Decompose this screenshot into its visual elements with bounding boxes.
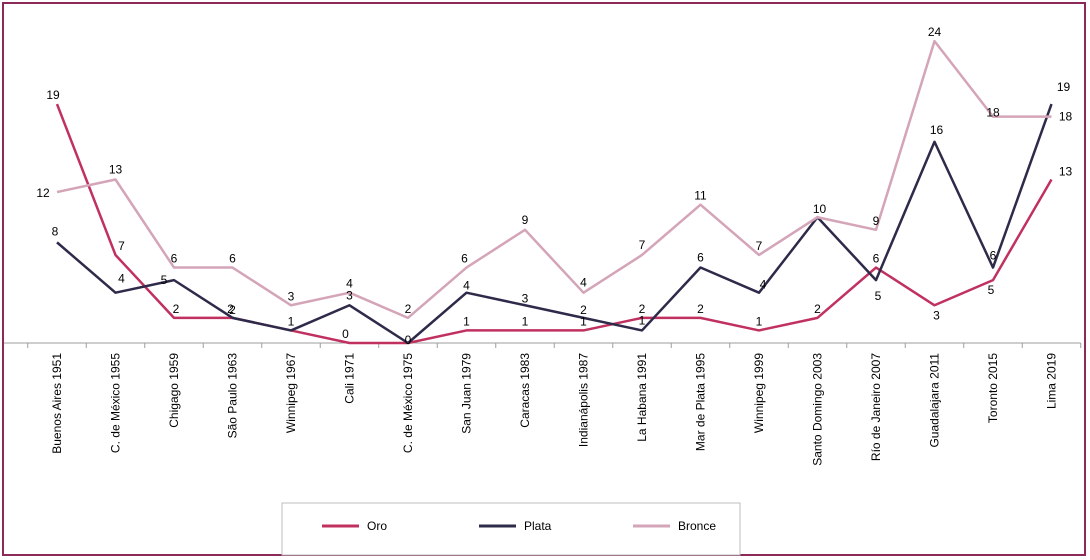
series-line-plata	[56, 103, 1053, 345]
data-label-oro: 7	[118, 239, 125, 253]
series-lines	[55, 39, 1053, 345]
x-tick-label: La Habana 1991	[635, 353, 649, 442]
series-line-bronce	[56, 39, 1052, 320]
data-label-plata: 3	[346, 288, 353, 302]
data-label-plata: 10	[813, 202, 827, 216]
x-tick-label: Caracas 1983	[518, 353, 532, 428]
data-label-bronce: 3	[288, 289, 295, 303]
legend-box	[281, 502, 741, 556]
series-line-oro	[55, 103, 1053, 345]
data-label-oro: 3	[933, 308, 940, 322]
data-label-oro: 1	[463, 314, 470, 328]
data-label-bronce: 12	[36, 186, 50, 200]
data-label-plata: 4	[463, 279, 470, 293]
data-label-bronce: 18	[1059, 110, 1073, 124]
x-tick-label: C. de México 1975	[401, 353, 415, 453]
x-tick-label: Santo Domingo 2003	[811, 353, 825, 466]
data-label-bronce: 4	[346, 277, 353, 291]
data-label-oro: 2	[697, 302, 704, 316]
x-tick-label: Mar de Plata 1995	[694, 353, 708, 451]
x-tick-label: Toronto 2015	[986, 353, 1000, 423]
data-label-oro: 2	[814, 302, 821, 316]
data-label-plata: 16	[930, 123, 944, 137]
data-label-bronce: 9	[873, 214, 880, 228]
x-axis: Buenos Aires 1951 C. de México 1955 Chigag…	[4, 342, 1082, 466]
data-label-oro: 2	[639, 302, 646, 316]
data-label-oro: 1	[580, 314, 587, 328]
data-label-bronce: 4	[580, 276, 587, 290]
data-label-oro: 1	[522, 314, 529, 328]
data-label-plata: 1	[639, 313, 646, 327]
x-tick-label: Chigago 1959	[167, 353, 181, 428]
x-tick-label: San Juan 1979	[460, 353, 474, 434]
data-label-bronce: 11	[694, 189, 707, 203]
data-label-bronce: 6	[461, 252, 468, 266]
data-label-oro: 2	[227, 302, 234, 316]
data-label-plata: 3	[522, 291, 529, 305]
data-label-plata: 6	[697, 251, 704, 265]
x-tick-label: Winnipeg 1967	[284, 353, 298, 433]
data-label-bronce: 6	[229, 252, 236, 266]
data-label-plata: 1	[288, 314, 295, 328]
data-label-bronce: 7	[756, 239, 763, 253]
data-label-oro: 6	[873, 252, 880, 266]
data-label-oro: 2	[173, 302, 180, 316]
data-label-oro: 13	[1059, 165, 1073, 179]
line-chart: Buenos Aires 1951 C. de México 1955 Chigag…	[4, 25, 1082, 556]
data-label-bronce: 24	[928, 25, 942, 39]
legend-label-plata: Plata	[524, 519, 552, 533]
data-label-bronce: 18	[986, 106, 1000, 120]
x-tick-label: Winnipeg 1999	[752, 353, 766, 433]
data-label-bronce: 7	[639, 238, 646, 252]
data-label-oro: 19	[46, 88, 60, 102]
data-label-bronce: 2	[405, 302, 412, 316]
data-label-plata: 2	[580, 303, 587, 317]
data-label-bronce: 6	[171, 252, 178, 266]
legend-label-oro: Oro	[367, 519, 387, 533]
x-tick-label: C. de México 1955	[109, 353, 123, 453]
x-tick-label: Cali 1971	[343, 353, 357, 404]
data-label-plata: 5	[161, 273, 168, 287]
data-label-bronce: 13	[109, 163, 123, 177]
data-label-plata: 6	[990, 249, 997, 263]
data-label-oro: 5	[988, 283, 995, 297]
x-tick-label: Guadalajara 2011	[928, 353, 942, 448]
x-tick-label: Buenos Aires 1951	[50, 353, 64, 454]
legend: Oro Plata Bronce	[281, 502, 741, 556]
x-tick-label: São Paulo 1963	[226, 353, 240, 439]
data-label-plata: 4	[760, 278, 767, 292]
data-label-plata: 2	[229, 303, 236, 317]
legend-label-bronce: Bronce	[678, 519, 716, 533]
data-label-oro: 1	[756, 314, 763, 328]
x-tick-label: Lima 2019	[1045, 353, 1059, 409]
data-label-bronce: 9	[522, 213, 529, 227]
x-tick-label: Indianápolis 1987	[577, 353, 591, 447]
data-label-plata: 5	[875, 289, 882, 303]
data-label-plata: 8	[52, 224, 59, 238]
data-label-oro: 0	[342, 327, 349, 341]
data-label-plata: 19	[1057, 80, 1071, 94]
data-label-plata: 0	[405, 333, 412, 347]
x-tick-label: Río de Janeiro 2007	[869, 353, 883, 461]
data-label-plata: 4	[118, 272, 125, 286]
